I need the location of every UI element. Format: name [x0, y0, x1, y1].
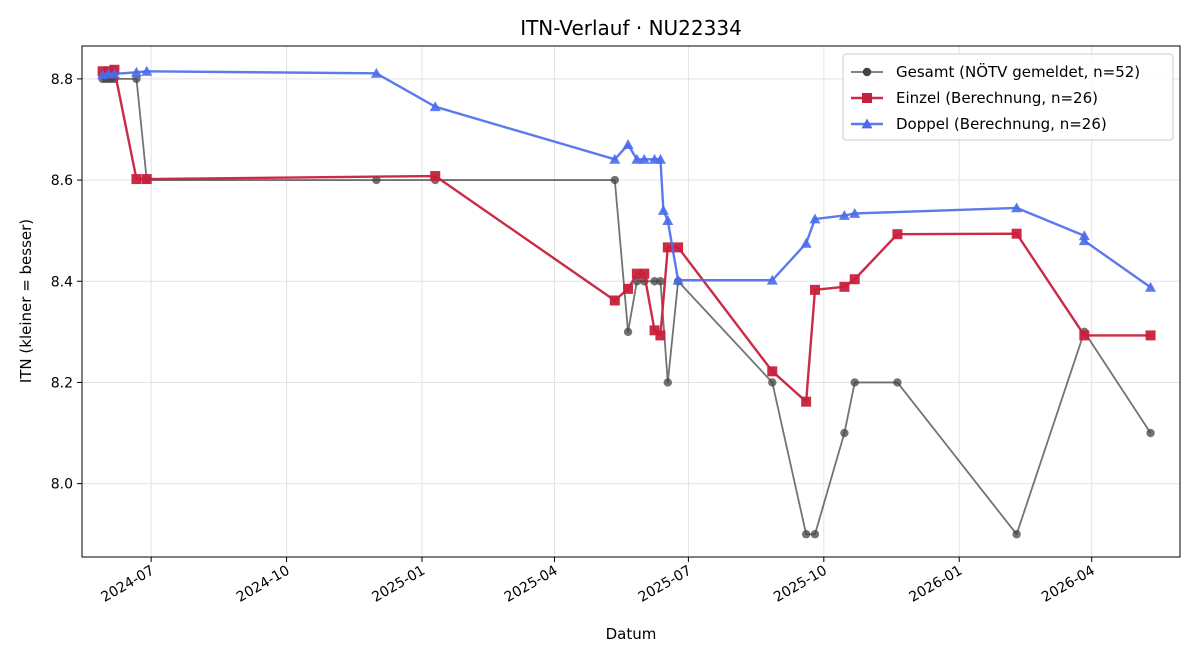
- data-point-triangle: [429, 101, 441, 112]
- data-point-triangle: [861, 118, 873, 129]
- data-point-square: [839, 281, 850, 292]
- data-point-triangle: [609, 153, 621, 164]
- data-point-square: [662, 242, 673, 253]
- chart-title: ITN-Verlauf · NU22334: [520, 16, 742, 40]
- y-tick-label: 8.8: [51, 72, 73, 88]
- x-axis-label: Datum: [606, 625, 657, 643]
- data-point-triangle: [622, 139, 634, 150]
- data-point-triangle: [108, 68, 120, 79]
- data-point-triangle: [662, 215, 674, 225]
- legend-box: [842, 53, 1174, 141]
- legend-label: Einzel (Berechnung, n=26): [896, 89, 1098, 107]
- data-point-square: [631, 268, 642, 279]
- y-tick-label: 8.4: [51, 274, 73, 290]
- legend-entry: Einzel (Berechnung, n=26): [851, 89, 1098, 107]
- data-point-triangle: [1011, 202, 1023, 213]
- data-point-circle: [850, 378, 859, 387]
- data-point-triangle: [1145, 281, 1157, 292]
- y-tick-label: 8.6: [51, 173, 73, 189]
- data-point-triangle: [1078, 230, 1090, 241]
- data-point-triangle: [638, 153, 650, 164]
- data-point-triangle: [809, 213, 821, 224]
- data-point-square: [1145, 330, 1156, 341]
- data-point-triangle: [370, 67, 382, 78]
- data-point-square: [655, 330, 666, 341]
- legend-entry: Gesamt (NÖTV gemeldet, n=52): [851, 62, 1140, 81]
- plot-area-frame: [81, 45, 1181, 558]
- series-triangle: [97, 65, 1157, 292]
- data-point-square: [639, 268, 650, 279]
- series-layer: [97, 64, 1157, 539]
- data-point-circle: [663, 378, 672, 387]
- legend-entry: Doppel (Berechnung, n=26): [851, 115, 1107, 133]
- data-point-circle: [656, 277, 665, 286]
- data-point-square: [862, 93, 872, 103]
- data-point-triangle: [672, 274, 684, 285]
- legend: Gesamt (NÖTV gemeldet, n=52) Einzel (Bere…: [842, 53, 1174, 141]
- data-point-circle: [840, 428, 849, 438]
- data-point-triangle: [849, 207, 861, 218]
- legend-label: Gesamt (NÖTV gemeldet, n=52): [896, 62, 1140, 81]
- y-tick-label: 8.0: [51, 477, 73, 493]
- data-point-triangle: [141, 65, 153, 76]
- data-point-circle: [893, 378, 902, 387]
- data-point-circle: [1012, 530, 1021, 539]
- data-point-triangle: [838, 209, 850, 220]
- data-point-square: [1011, 228, 1022, 239]
- y-axis-label: ITN (kleiner = besser): [17, 219, 35, 383]
- data-point-triangle: [130, 66, 142, 77]
- data-point-circle: [810, 530, 820, 539]
- data-point-circle: [650, 277, 659, 286]
- data-point-triangle: [654, 153, 666, 164]
- data-point-square: [809, 284, 820, 295]
- data-point-square: [623, 283, 634, 294]
- data-point-square: [767, 366, 778, 377]
- data-point-circle: [801, 530, 811, 539]
- data-point-triangle: [800, 237, 812, 248]
- data-point-square: [801, 396, 812, 407]
- data-point-circle: [1146, 428, 1155, 438]
- data-point-square: [131, 174, 142, 185]
- data-point-square: [892, 229, 903, 240]
- data-point-square: [430, 171, 441, 182]
- legend-label: Doppel (Berechnung, n=26): [896, 115, 1107, 133]
- data-point-square: [673, 242, 684, 253]
- data-point-square: [1079, 330, 1090, 341]
- data-point-square: [849, 274, 860, 285]
- y-tick-label: 8.2: [51, 375, 73, 391]
- data-point-triangle: [1078, 235, 1090, 246]
- data-point-circle: [623, 327, 633, 337]
- data-point-triangle: [657, 204, 669, 215]
- data-point-circle: [610, 175, 620, 185]
- data-point-circle: [768, 378, 777, 387]
- data-point-circle: [132, 74, 141, 84]
- data-point-square: [609, 295, 620, 306]
- data-point-circle: [372, 175, 381, 185]
- data-point-triangle: [631, 153, 643, 164]
- data-point-square: [141, 174, 152, 185]
- data-point-square: [649, 325, 660, 336]
- data-point-circle: [862, 67, 872, 77]
- data-point-triangle: [766, 274, 778, 285]
